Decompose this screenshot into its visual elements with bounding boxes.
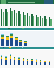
FancyBboxPatch shape <box>14 10 15 26</box>
FancyBboxPatch shape <box>40 16 41 26</box>
FancyBboxPatch shape <box>31 60 33 61</box>
FancyBboxPatch shape <box>7 12 8 26</box>
FancyBboxPatch shape <box>18 59 20 60</box>
FancyBboxPatch shape <box>23 58 24 59</box>
FancyBboxPatch shape <box>42 18 43 26</box>
FancyBboxPatch shape <box>10 56 11 59</box>
FancyBboxPatch shape <box>33 16 34 26</box>
FancyBboxPatch shape <box>24 15 26 26</box>
FancyBboxPatch shape <box>40 60 41 61</box>
FancyBboxPatch shape <box>23 61 24 65</box>
FancyBboxPatch shape <box>0 28 54 30</box>
FancyBboxPatch shape <box>27 61 28 65</box>
FancyBboxPatch shape <box>10 8 11 26</box>
FancyBboxPatch shape <box>1 37 4 39</box>
FancyBboxPatch shape <box>44 0 53 4</box>
FancyBboxPatch shape <box>27 59 28 60</box>
FancyBboxPatch shape <box>37 17 39 26</box>
FancyBboxPatch shape <box>24 43 27 46</box>
FancyBboxPatch shape <box>36 62 37 65</box>
FancyBboxPatch shape <box>44 61 46 62</box>
FancyBboxPatch shape <box>27 13 28 26</box>
FancyBboxPatch shape <box>16 47 17 48</box>
FancyBboxPatch shape <box>15 38 18 40</box>
FancyBboxPatch shape <box>1 56 2 57</box>
FancyBboxPatch shape <box>10 59 11 65</box>
FancyBboxPatch shape <box>31 14 33 26</box>
FancyBboxPatch shape <box>19 42 22 46</box>
FancyBboxPatch shape <box>6 40 9 46</box>
FancyBboxPatch shape <box>24 41 27 42</box>
FancyBboxPatch shape <box>36 15 37 26</box>
FancyBboxPatch shape <box>15 37 18 38</box>
FancyBboxPatch shape <box>44 62 46 65</box>
FancyBboxPatch shape <box>18 57 20 58</box>
FancyBboxPatch shape <box>15 40 18 46</box>
FancyBboxPatch shape <box>0 50 54 68</box>
FancyBboxPatch shape <box>18 11 20 26</box>
FancyBboxPatch shape <box>31 59 33 60</box>
FancyBboxPatch shape <box>24 42 27 43</box>
FancyBboxPatch shape <box>5 57 7 58</box>
FancyBboxPatch shape <box>0 31 54 48</box>
FancyBboxPatch shape <box>22 47 23 48</box>
FancyBboxPatch shape <box>1 0 6 4</box>
FancyBboxPatch shape <box>3 12 4 26</box>
FancyBboxPatch shape <box>1 9 2 26</box>
FancyBboxPatch shape <box>36 59 37 60</box>
FancyBboxPatch shape <box>1 34 4 35</box>
FancyBboxPatch shape <box>49 62 50 65</box>
FancyBboxPatch shape <box>20 14 21 26</box>
FancyBboxPatch shape <box>5 60 7 65</box>
FancyBboxPatch shape <box>1 55 2 56</box>
FancyBboxPatch shape <box>8 28 10 29</box>
FancyBboxPatch shape <box>0 47 54 49</box>
FancyBboxPatch shape <box>9 47 11 48</box>
FancyBboxPatch shape <box>6 36 9 37</box>
FancyBboxPatch shape <box>5 9 7 26</box>
FancyBboxPatch shape <box>23 12 24 26</box>
FancyBboxPatch shape <box>19 41 22 42</box>
FancyBboxPatch shape <box>27 60 28 61</box>
FancyBboxPatch shape <box>36 60 37 62</box>
FancyBboxPatch shape <box>0 0 54 4</box>
FancyBboxPatch shape <box>10 36 13 38</box>
FancyBboxPatch shape <box>44 16 46 26</box>
FancyBboxPatch shape <box>3 47 4 48</box>
FancyBboxPatch shape <box>50 19 52 26</box>
FancyBboxPatch shape <box>10 55 11 56</box>
FancyBboxPatch shape <box>46 19 47 26</box>
FancyBboxPatch shape <box>6 37 9 40</box>
FancyBboxPatch shape <box>14 57 15 58</box>
FancyBboxPatch shape <box>11 11 13 26</box>
FancyBboxPatch shape <box>40 62 41 65</box>
FancyBboxPatch shape <box>5 58 7 60</box>
FancyBboxPatch shape <box>0 4 54 29</box>
FancyBboxPatch shape <box>6 35 9 36</box>
FancyBboxPatch shape <box>1 35 4 37</box>
FancyBboxPatch shape <box>10 38 13 46</box>
FancyBboxPatch shape <box>29 16 30 26</box>
FancyBboxPatch shape <box>22 28 24 29</box>
FancyBboxPatch shape <box>18 58 20 59</box>
FancyBboxPatch shape <box>10 34 13 36</box>
FancyBboxPatch shape <box>14 60 15 65</box>
FancyBboxPatch shape <box>18 60 20 65</box>
FancyBboxPatch shape <box>19 40 22 41</box>
FancyBboxPatch shape <box>5 56 7 57</box>
FancyBboxPatch shape <box>8 2 35 3</box>
FancyBboxPatch shape <box>49 17 50 26</box>
FancyBboxPatch shape <box>10 33 13 34</box>
FancyBboxPatch shape <box>10 54 11 55</box>
FancyBboxPatch shape <box>1 59 2 65</box>
FancyBboxPatch shape <box>16 13 17 26</box>
FancyBboxPatch shape <box>23 59 24 61</box>
FancyBboxPatch shape <box>40 61 41 62</box>
FancyBboxPatch shape <box>1 57 2 59</box>
FancyBboxPatch shape <box>1 39 4 46</box>
FancyBboxPatch shape <box>49 61 50 62</box>
FancyBboxPatch shape <box>31 61 33 65</box>
FancyBboxPatch shape <box>14 58 15 60</box>
